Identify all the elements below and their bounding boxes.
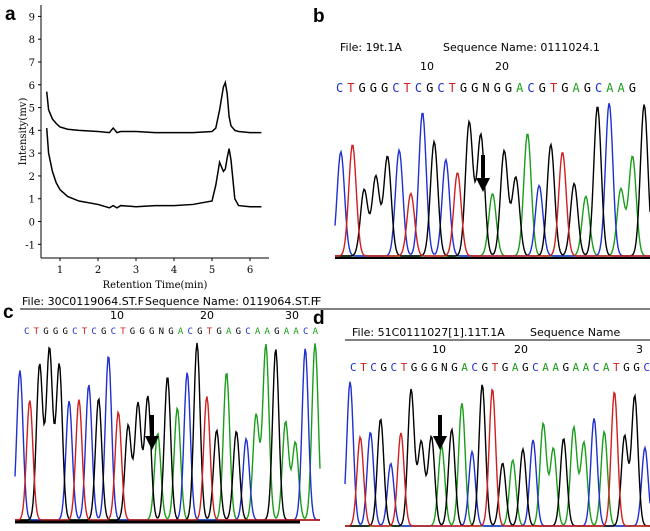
series-line [45, 79, 262, 134]
x-axis-label: Retention Time(min) [103, 280, 208, 291]
y-tick-label: -1 [25, 240, 35, 251]
trace [344, 381, 650, 527]
panel-label: b [313, 6, 325, 27]
y-tick-label: 0 [29, 218, 35, 229]
header-extra: F [315, 295, 321, 308]
y-tick-label: 1 [29, 195, 35, 206]
arrow [476, 155, 490, 192]
y-tick-label: 2 [29, 172, 35, 183]
panel-label: c [3, 302, 14, 323]
ruler-label: 10 [420, 60, 434, 73]
x-tick-label: 3 [133, 265, 139, 276]
trace [345, 384, 650, 527]
panel-label: d [313, 308, 325, 329]
x-tick-label: 6 [247, 265, 253, 276]
trace [335, 104, 650, 257]
arrow [433, 415, 447, 450]
series-line [45, 128, 262, 209]
trace [345, 388, 650, 527]
y-axis-label: Intensity(mv) [18, 98, 29, 166]
trace [15, 396, 320, 521]
trace-layer [14, 103, 650, 527]
y-tick-label: 9 [29, 12, 35, 23]
panel-label: a [5, 4, 16, 25]
file-name: File: 30C0119064.ST.F [22, 295, 144, 308]
y-tick-label: 8 [29, 35, 35, 46]
ruler-label: 20 [495, 60, 509, 73]
y-tick-label: 5 [29, 104, 35, 115]
ruler-label: 10 [432, 343, 446, 356]
trace [15, 342, 320, 521]
ruler-label: 20 [200, 309, 214, 322]
file-name: File: 19t.1A [340, 41, 402, 54]
y-tick-label: 7 [29, 58, 35, 69]
sequence-name: Sequence Name: 0111024.1 [443, 41, 600, 54]
y-tick-label: 6 [29, 81, 35, 92]
arrow [145, 415, 159, 450]
x-tick-label: 1 [57, 265, 63, 276]
y-tick-label: 4 [29, 126, 35, 137]
trace [334, 103, 650, 257]
ruler-label: 3 [636, 343, 643, 356]
trace [335, 144, 650, 257]
y-tick-label: 3 [29, 149, 35, 160]
x-tick-label: 5 [209, 265, 215, 276]
ruler-label: 30 [285, 309, 299, 322]
sequence-name: Sequence Name: 0119064.ST.F [145, 295, 317, 308]
x-tick-label: 2 [95, 265, 101, 276]
file-name: File: 51C0111027[1].11T.1A [352, 326, 505, 339]
ruler-label: 20 [514, 343, 528, 356]
x-tick-label: 4 [171, 265, 177, 276]
sequence-name: Sequence Name [530, 326, 620, 339]
ruler-label: 10 [110, 309, 124, 322]
